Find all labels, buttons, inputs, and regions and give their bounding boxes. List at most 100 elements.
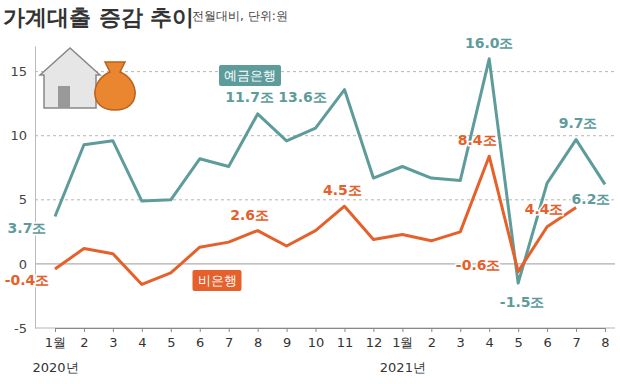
- x-tick: 8: [254, 328, 262, 350]
- x-tick-label: 1월2020년: [32, 335, 78, 375]
- icon-bag: [95, 62, 135, 110]
- x-tick-mark: [489, 328, 490, 332]
- x-tick-mark: [518, 328, 519, 332]
- x-tick-label: 4: [486, 335, 494, 350]
- data-label: 9.7조: [559, 115, 598, 131]
- data-label: -0.6조: [456, 257, 501, 273]
- x-tick-label-line: 5: [515, 335, 523, 350]
- x-tick-mark: [344, 328, 345, 332]
- x-tick: 1월2021년: [380, 328, 426, 375]
- x-tick-label-line: 8: [601, 335, 609, 350]
- series-name-bg: [219, 65, 281, 86]
- x-tick-mark: [431, 328, 432, 332]
- x-tick: 11: [337, 328, 354, 350]
- series-line: [55, 156, 576, 284]
- x-tick-mark: [576, 328, 577, 332]
- x-tick-label: 4: [138, 335, 146, 350]
- x-tick-label: 12: [366, 335, 383, 350]
- x-tick-mark: [460, 328, 461, 332]
- x-tick-label-line: 5: [167, 335, 175, 350]
- x-tick: 7: [225, 328, 233, 350]
- x-tick-label-line: 7: [572, 335, 580, 350]
- x-tick: 4: [138, 328, 146, 350]
- x-tick-mark: [258, 328, 259, 332]
- icon-house: [40, 48, 100, 108]
- x-tick-label-line: 2: [428, 335, 436, 350]
- x-tick-mark: [373, 328, 374, 332]
- x-tick-label-line: 1월: [392, 335, 413, 350]
- data-label: 3.7조: [8, 220, 47, 236]
- series-name-box: 예금은행: [219, 65, 281, 86]
- y-axis: -5 0 5 10 15: [10, 47, 35, 336]
- x-tick-label: 8: [254, 335, 262, 350]
- x-tick-label-line: 3: [457, 335, 465, 350]
- x-tick-label: 7: [225, 335, 233, 350]
- y-tick: -5: [14, 321, 35, 336]
- y-tick: 5: [19, 192, 35, 207]
- x-tick-label-line: 11: [337, 335, 354, 350]
- x-tick-label-line: 6: [196, 335, 204, 350]
- series-name: 비은행: [198, 273, 237, 288]
- x-tick-label: 5: [515, 335, 523, 350]
- x-tick-mark: [316, 328, 317, 332]
- x-tick-label: 11: [337, 335, 354, 350]
- x-tick-label: 2: [428, 335, 436, 350]
- y-tick-label: -5: [14, 321, 27, 336]
- series-name-box: 비은행: [193, 270, 242, 291]
- grid: [35, 72, 615, 328]
- data-label: -0.4조: [5, 272, 50, 288]
- x-tick-mark: [200, 328, 201, 332]
- x-tick: 8: [601, 328, 609, 350]
- icon: [40, 48, 135, 110]
- x-tick-mark: [84, 328, 85, 332]
- x-tick-label-line: 8: [254, 335, 262, 350]
- x-tick-mark: [142, 328, 143, 332]
- x-tick: 6: [543, 328, 551, 350]
- x-tick-label-line: 4: [138, 335, 146, 350]
- plot-area: [55, 59, 605, 285]
- y-tick-label: 5: [19, 192, 27, 207]
- title: 가계대출 증감 추이: [3, 5, 194, 30]
- y-tick-label: 10: [10, 128, 27, 143]
- subtitle: 전월대비, 단위:원: [192, 9, 288, 23]
- x-tick: 10: [308, 328, 325, 350]
- x-tick-label: 3: [457, 335, 465, 350]
- x-tick: 5: [167, 328, 175, 350]
- x-tick-label: 2: [80, 335, 88, 350]
- y-tick: 0: [19, 257, 35, 272]
- x-tick: 2: [80, 328, 88, 350]
- x-tick-mark: [605, 328, 606, 332]
- data-label: 11.7조: [225, 89, 274, 105]
- x-axis-line: [56, 328, 606, 329]
- x-tick-label: 6: [543, 335, 551, 350]
- data-label: 16.0조: [465, 35, 514, 51]
- x-tick-label-line: 10: [308, 335, 325, 350]
- x-tick-label: 3: [109, 335, 117, 350]
- x-tick: 3: [457, 328, 465, 350]
- icon-door: [58, 86, 70, 108]
- y-tick-label: 15: [10, 64, 27, 79]
- x-tick-label: 7: [572, 335, 580, 350]
- y-tick: 15: [10, 64, 35, 79]
- grid-line: [35, 71, 615, 72]
- data-label: 4.5조: [323, 182, 362, 198]
- x-tick-label: 8: [601, 335, 609, 350]
- data-label: -1.5조: [500, 294, 545, 310]
- x-tick: 4: [486, 328, 494, 350]
- x-tick-label: 10: [308, 335, 325, 350]
- x-tick-label: 1월2021년: [380, 335, 426, 375]
- x-tick-label-line: 3: [109, 335, 117, 350]
- x-tick-mark: [402, 328, 403, 332]
- x-tick: 5: [515, 328, 523, 350]
- x-tick-label-line: 7: [225, 335, 233, 350]
- x-tick-mark: [229, 328, 230, 332]
- x-tick-label-line: 12: [366, 335, 383, 350]
- x-tick-label-line: 2: [80, 335, 88, 350]
- series-line: [55, 59, 605, 283]
- x-tick-mark: [171, 328, 172, 332]
- data-label: 6.2조: [572, 191, 611, 207]
- y-tick: 10: [10, 128, 35, 143]
- x-tick-label-line: 9: [283, 335, 291, 350]
- data-label: 13.6조: [278, 89, 327, 105]
- data-label: 8.4조: [458, 132, 497, 148]
